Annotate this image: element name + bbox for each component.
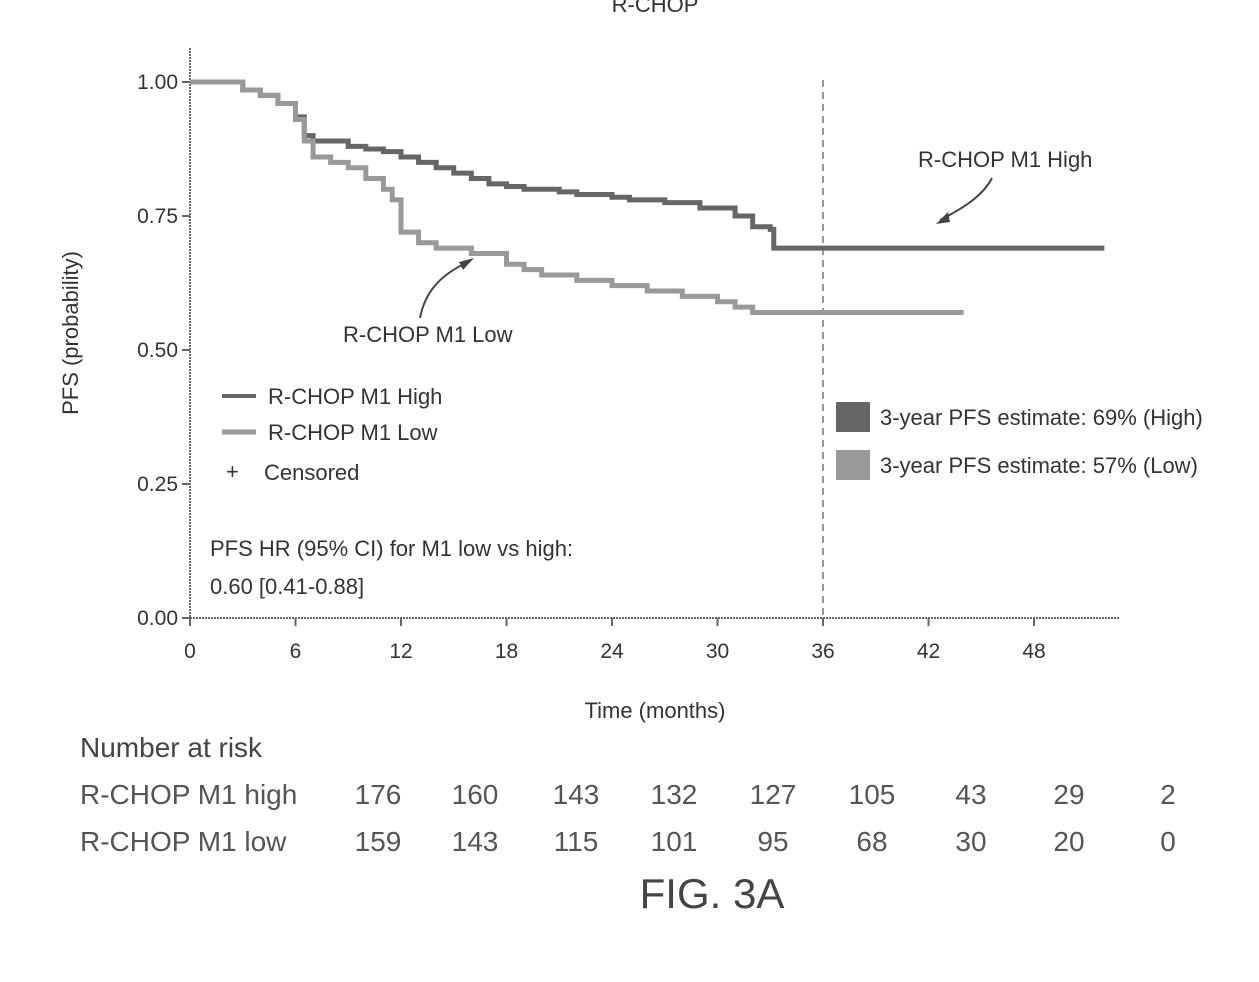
annotation-low-label: R-CHOP M1 Low	[343, 322, 513, 347]
risk-cell: 105	[849, 779, 896, 810]
x-axis-ticks: 0 6 12 18 24 30 36 42 48	[184, 618, 1046, 663]
legend-label-low: R-CHOP M1 Low	[268, 420, 438, 445]
hazard-ratio-line2: 0.60 [0.41-0.88]	[210, 574, 364, 599]
risk-cell: 101	[651, 826, 698, 857]
risk-cell: 2	[1160, 779, 1176, 810]
hazard-ratio-line1: PFS HR (95% CI) for M1 low vs high:	[210, 536, 573, 561]
series-line-low	[190, 79, 964, 315]
risk-cell: 176	[355, 779, 402, 810]
y-tick-label: 0.25	[137, 473, 178, 496]
x-tick-label: 6	[290, 640, 302, 663]
risk-cell: 29	[1053, 779, 1084, 810]
risk-row-label: R-CHOP M1 low	[80, 826, 287, 857]
x-tick-label: 0	[184, 640, 196, 663]
figure-caption: FIG. 3A	[640, 870, 785, 917]
estimate-text-low: 3-year PFS estimate: 57% (Low)	[880, 453, 1198, 478]
risk-cell: 143	[553, 779, 600, 810]
pfs-estimates: 3-year PFS estimate: 69% (High) 3-year P…	[836, 402, 1203, 480]
x-tick-label: 30	[706, 640, 729, 663]
legend: R-CHOP M1 High R-CHOP M1 Low + Censored	[222, 384, 442, 485]
legend-label-censored: Censored	[264, 460, 359, 485]
risk-cell: 127	[750, 779, 797, 810]
x-tick-label: 12	[389, 640, 412, 663]
y-tick-label: 0.00	[137, 607, 178, 630]
y-axis-label: PFS (probability)	[58, 251, 83, 415]
y-tick-label: 1.00	[137, 71, 178, 94]
risk-table-title: Number at risk	[80, 732, 263, 763]
estimate-swatch-low	[836, 450, 870, 480]
risk-cell: 159	[355, 826, 402, 857]
risk-cell: 43	[955, 779, 986, 810]
x-axis-label: Time (months)	[585, 698, 726, 723]
risk-cell: 20	[1053, 826, 1084, 857]
y-tick-label: 0.75	[137, 205, 178, 228]
legend-censored-marker: +	[226, 459, 239, 484]
risk-table: R-CHOP M1 high 176 160 143 132 127 105 43 29 2 R-C…	[80, 779, 1176, 857]
risk-cell: 95	[757, 826, 788, 857]
risk-cell: 115	[554, 826, 599, 857]
chart-title: R-CHOP	[612, 0, 699, 17]
risk-cell: 143	[452, 826, 499, 857]
annotation-low-arrow	[419, 261, 469, 319]
risk-cell: 68	[856, 826, 887, 857]
x-tick-label: 24	[600, 640, 624, 663]
risk-cell: 160	[452, 779, 499, 810]
estimate-text-high: 3-year PFS estimate: 69% (High)	[880, 405, 1203, 430]
risk-cell: 30	[955, 826, 986, 857]
x-tick-label: 18	[495, 640, 518, 663]
risk-cell: 0	[1160, 826, 1176, 857]
y-axis-ticks: 0.00 0.25 0.50 0.75 1.00	[137, 71, 190, 630]
x-tick-label: 42	[917, 640, 940, 663]
annotation-high-label: R-CHOP M1 High	[918, 147, 1092, 172]
x-tick-label: 36	[811, 640, 834, 663]
legend-label-high: R-CHOP M1 High	[268, 384, 442, 409]
annotation-high-arrowhead	[936, 212, 950, 224]
x-tick-label: 48	[1022, 640, 1045, 663]
annotation-low-arrowhead	[459, 258, 474, 270]
risk-row-label: R-CHOP M1 high	[80, 779, 297, 810]
estimate-swatch-high	[836, 402, 870, 432]
y-tick-label: 0.50	[137, 339, 178, 362]
risk-cell: 132	[651, 779, 698, 810]
